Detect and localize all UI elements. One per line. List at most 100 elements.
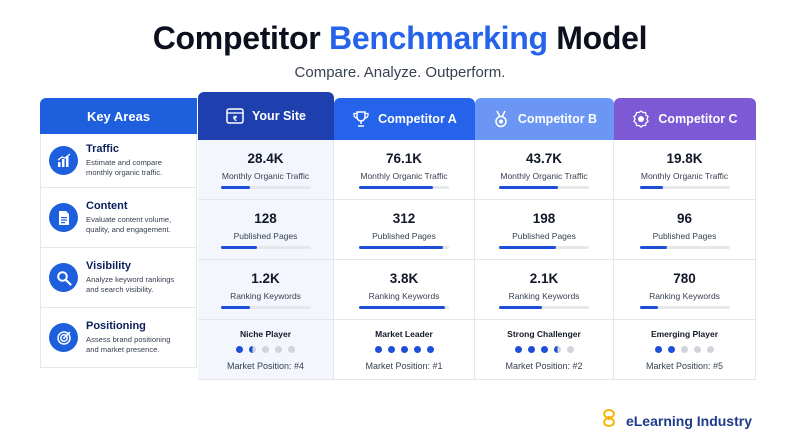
key-area-traffic: Traffic Estimate and compare monthly org… bbox=[40, 134, 197, 188]
column-title: Competitor A bbox=[378, 112, 457, 126]
rating-dots bbox=[514, 345, 574, 353]
cell-content: 312 Published Pages bbox=[334, 200, 475, 260]
rating-dot bbox=[527, 345, 535, 353]
key-area-content: Content Evaluate content volume, quality… bbox=[40, 188, 197, 248]
metric-value: 19.8K bbox=[666, 150, 703, 166]
cell-content: 96 Published Pages bbox=[614, 200, 756, 260]
brand-logo[interactable]: eLearning Industry bbox=[598, 407, 752, 434]
cell-traffic: 28.4K Monthly Organic Traffic bbox=[198, 140, 334, 200]
progress-fill bbox=[359, 185, 433, 189]
cell-traffic: 76.1K Monthly Organic Traffic bbox=[334, 140, 475, 200]
position-label: Market Leader bbox=[375, 328, 433, 339]
metric-value: 128 bbox=[254, 210, 277, 226]
cell-visibility: 780 Ranking Keywords bbox=[614, 260, 756, 320]
metric-value: 76.1K bbox=[385, 150, 423, 166]
title-main: Competitor bbox=[152, 20, 321, 56]
progress-fill bbox=[639, 305, 658, 309]
rating-dots bbox=[655, 345, 714, 353]
cell-visibility: 3.8K Ranking Keywords bbox=[334, 260, 475, 320]
metric-label: Ranking Keywords bbox=[649, 290, 720, 301]
cell-content: 128 Published Pages bbox=[198, 200, 334, 260]
metric-label: Ranking Keywords bbox=[368, 290, 440, 301]
key-area-title: Traffic bbox=[86, 142, 120, 155]
rating-dot bbox=[374, 345, 382, 353]
metric-value: 780 bbox=[673, 270, 696, 286]
rating-dot bbox=[668, 345, 675, 353]
metric-label: Monthly Organic Traffic bbox=[221, 170, 310, 181]
metric-label: Published Pages bbox=[652, 230, 717, 241]
metric-label: Ranking Keywords bbox=[508, 290, 580, 301]
progress-fill bbox=[359, 305, 445, 309]
document-icon bbox=[49, 203, 78, 232]
chart-icon bbox=[49, 146, 78, 175]
column-competitor-b: Competitor B 43.7K Monthly Organic Traff… bbox=[475, 92, 614, 380]
progress-bar bbox=[359, 305, 449, 309]
header-your-site: ₹ Your Site bbox=[198, 92, 334, 140]
rating-dot bbox=[514, 345, 522, 353]
key-area-desc: and search visibility. bbox=[86, 285, 154, 294]
metric-label: Monthly Organic Traffic bbox=[640, 170, 729, 181]
svg-text:₹: ₹ bbox=[233, 115, 238, 123]
key-areas-header: Key Areas bbox=[40, 98, 197, 134]
rating-dot bbox=[288, 345, 295, 353]
column-competitor-c: Competitor C 19.8K Monthly Organic Traff… bbox=[614, 92, 756, 380]
rating-dot bbox=[694, 345, 701, 353]
rating-dot bbox=[707, 345, 714, 353]
rating-dot bbox=[540, 345, 548, 353]
key-areas-header-label: Key Areas bbox=[86, 108, 151, 124]
rating-dot bbox=[655, 345, 662, 353]
cell-visibility: 1.2K Ranking Keywords bbox=[198, 260, 334, 320]
progress-fill bbox=[499, 185, 559, 189]
key-areas-column: Key Areas Traffic Estimate and compare m… bbox=[40, 98, 197, 368]
progress-bar bbox=[220, 305, 311, 309]
metric-value: 2.1K bbox=[529, 270, 559, 286]
metric-value: 198 bbox=[532, 210, 556, 226]
target-icon bbox=[49, 323, 78, 352]
award-badge-icon bbox=[632, 110, 650, 128]
metric-label: Published Pages bbox=[512, 230, 576, 241]
progress-fill bbox=[359, 245, 443, 249]
market-position: Market Position: #5 bbox=[645, 360, 724, 371]
metric-label: Ranking Keywords bbox=[230, 290, 301, 301]
rating-dot bbox=[249, 345, 256, 353]
progress-bar bbox=[499, 305, 589, 309]
metric-label: Monthly Organic Traffic bbox=[500, 170, 588, 181]
rating-dot bbox=[681, 345, 688, 353]
rating-dot bbox=[426, 345, 434, 353]
browser-window-icon: ₹ bbox=[226, 107, 244, 125]
progress-fill bbox=[639, 245, 668, 249]
position-label: Emerging Player bbox=[650, 328, 719, 339]
cell-positioning: Market Leader Market Position: #1 bbox=[334, 320, 475, 380]
key-area-desc: Estimate and compare bbox=[86, 157, 162, 167]
key-area-title: Content bbox=[86, 199, 128, 212]
rating-dot bbox=[275, 345, 282, 353]
column-title: Competitor C bbox=[658, 112, 738, 126]
rating-dot bbox=[236, 345, 243, 353]
cell-positioning: Emerging Player Market Position: #5 bbox=[614, 320, 756, 380]
progress-bar bbox=[220, 245, 311, 249]
title-tail: Model bbox=[556, 20, 648, 56]
metric-value: 43.7K bbox=[525, 150, 563, 166]
cell-positioning: Strong Challenger Market Position: #2 bbox=[475, 320, 614, 380]
cell-traffic: 43.7K Monthly Organic Traffic bbox=[475, 140, 614, 200]
key-area-desc: and market presence. bbox=[86, 345, 160, 354]
market-position: Market Position: #4 bbox=[226, 360, 305, 371]
market-position: Market Position: #1 bbox=[365, 360, 443, 371]
cell-traffic: 19.8K Monthly Organic Traffic bbox=[614, 140, 756, 200]
column-title: Your Site bbox=[252, 109, 306, 123]
metric-value: 3.8K bbox=[389, 270, 419, 286]
metric-label: Published Pages bbox=[372, 230, 436, 241]
key-area-positioning: Positioning Assess brand positioning and… bbox=[40, 308, 197, 368]
elearning-industry-logo-icon bbox=[598, 407, 620, 434]
market-position: Market Position: #2 bbox=[505, 360, 583, 371]
metric-value: 1.2K bbox=[251, 270, 280, 286]
metric-value: 96 bbox=[676, 210, 693, 226]
trophy-icon bbox=[352, 110, 370, 128]
brand-name: eLearning Industry bbox=[625, 412, 752, 429]
cell-positioning: Niche Player Market Position: #4 bbox=[198, 320, 334, 380]
rating-dot bbox=[413, 345, 421, 353]
rating-dot bbox=[387, 345, 395, 353]
progress-bar bbox=[639, 305, 730, 309]
progress-bar bbox=[359, 245, 449, 249]
position-label: Strong Challenger bbox=[507, 328, 581, 339]
